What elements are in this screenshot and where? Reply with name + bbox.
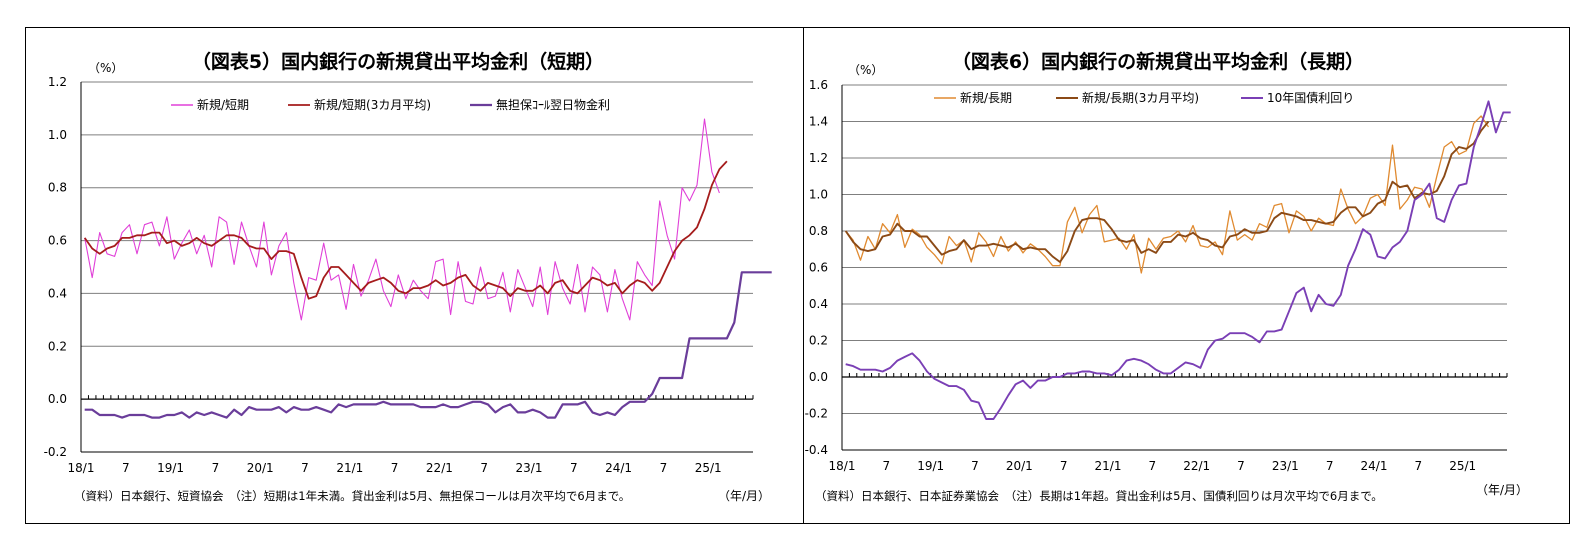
x-tick-label: 25/1	[1449, 459, 1476, 473]
x-tick-label: 7	[971, 459, 979, 473]
y-tick-label: 0.2	[809, 334, 828, 348]
y-tick-label: 1.2	[48, 75, 67, 89]
x-tick-label: 7	[1237, 459, 1245, 473]
x-tick-label: 7	[883, 459, 891, 473]
x-tick-label: 18/1	[68, 461, 95, 475]
legend-label: 10年国債利回り	[1267, 90, 1354, 105]
series-line-long-1	[845, 115, 1490, 274]
x-tick-label: 21/1	[1095, 459, 1122, 473]
y-tick-label: -0.2	[44, 445, 67, 459]
y-tick-label: 0.4	[809, 297, 828, 311]
series-line-long-3	[845, 100, 1511, 420]
y-tick-label: 0.8	[809, 224, 828, 238]
y-unit-short: （%）	[88, 61, 123, 75]
x-tick-label: 7	[212, 461, 220, 475]
y-tick-label: 1.2	[809, 151, 828, 165]
y-tick-label: 1.0	[809, 188, 828, 202]
chart-short-term: （図表5）国内銀行の新規貸出平均金利（短期） （%） （年/月） （資料）日本銀…	[74, 50, 770, 503]
source-note-long: （資料）日本銀行、日本証券業協会 （注）長期は1年超。貸出金利は5月、国債利回り…	[815, 489, 1383, 503]
x-tick-label: 21/1	[336, 461, 363, 475]
y-tick-label: 1.4	[809, 115, 828, 129]
x-tick-label: 7	[570, 461, 578, 475]
x-tick-label: 22/1	[426, 461, 453, 475]
x-tick-label: 18/1	[829, 459, 856, 473]
y-tick-label: 1.0	[48, 128, 67, 142]
legend-label: 新規/短期	[197, 97, 249, 112]
series-line-short-1	[84, 118, 720, 321]
x-tick-label: 19/1	[917, 459, 944, 473]
plot-area-short: 1.2 1.0 0.8 0.6 0.4 0.2 0.0 -0.218/1 7 19/1 7 20/1 7…	[44, 75, 772, 475]
x-tick-label: 20/1	[247, 461, 274, 475]
y-tick-label: 0.8	[48, 181, 67, 195]
y-tick-label: 0.0	[48, 392, 67, 406]
y-tick-label: 0.6	[809, 261, 828, 275]
x-unit-short: （年/月）	[718, 489, 770, 503]
legend-label: 新規/長期	[960, 90, 1012, 105]
x-tick-label: 7	[391, 461, 399, 475]
plot-area-long: 1.6 1.4 1.2 1.0 0.8 0.6 0.4 0.2 0.0 -0.2 -0.418/1 7…	[805, 78, 1511, 473]
x-tick-label: 7	[660, 461, 668, 475]
x-tick-label: 19/1	[157, 461, 184, 475]
x-tick-label: 20/1	[1006, 459, 1033, 473]
x-tick-label: 7	[1060, 459, 1068, 473]
panel-divider	[803, 27, 804, 524]
y-tick-label: -0.4	[805, 443, 828, 457]
y-tick-label: 0.0	[809, 370, 828, 384]
x-tick-label: 22/1	[1183, 459, 1210, 473]
x-tick-label: 7	[1326, 459, 1334, 473]
chart-long-term: （図表6）国内銀行の新規貸出平均金利（長期） （%） （年/月） （資料）日本銀…	[815, 50, 1528, 503]
x-tick-label: 7	[1415, 459, 1423, 473]
x-tick-label: 24/1	[1361, 459, 1388, 473]
x-tick-label: 7	[301, 461, 309, 475]
x-tick-label: 7	[122, 461, 130, 475]
chart-title-short: （図表5）国内銀行の新規貸出平均金利（短期）	[192, 50, 604, 73]
y-tick-label: 0.6	[48, 234, 67, 248]
x-unit-long: （年/月）	[1476, 483, 1528, 497]
source-note-short: （資料）日本銀行、短資協会 （注）短期は1年未満。貸出金利は5月、無担保コールは…	[74, 489, 630, 503]
legend-label: 新規/短期(3カ月平均)	[314, 97, 431, 112]
y-tick-label: 1.6	[809, 78, 828, 92]
series-line-long-2	[844, 120, 1490, 263]
x-tick-label: 25/1	[695, 461, 722, 475]
legend-label: 無担保ｺｰﾙ翌日物金利	[496, 97, 610, 112]
x-tick-label: 23/1	[1272, 459, 1299, 473]
x-tick-label: 7	[480, 461, 488, 475]
chart-title-long: （図表6）国内銀行の新規貸出平均金利（長期）	[952, 50, 1364, 73]
y-tick-label: 0.4	[48, 286, 67, 300]
y-unit-long: （%）	[848, 63, 883, 77]
y-tick-label: -0.2	[805, 407, 828, 421]
x-tick-label: 24/1	[605, 461, 632, 475]
x-tick-label: 23/1	[516, 461, 543, 475]
figure-frame	[25, 27, 1570, 524]
series-line-short-3	[84, 271, 772, 419]
x-tick-label: 7	[1149, 459, 1157, 473]
legend-label: 新規/長期(3カ月平均)	[1082, 90, 1199, 105]
series-line-short-2	[83, 160, 728, 300]
y-tick-label: 0.2	[48, 339, 67, 353]
